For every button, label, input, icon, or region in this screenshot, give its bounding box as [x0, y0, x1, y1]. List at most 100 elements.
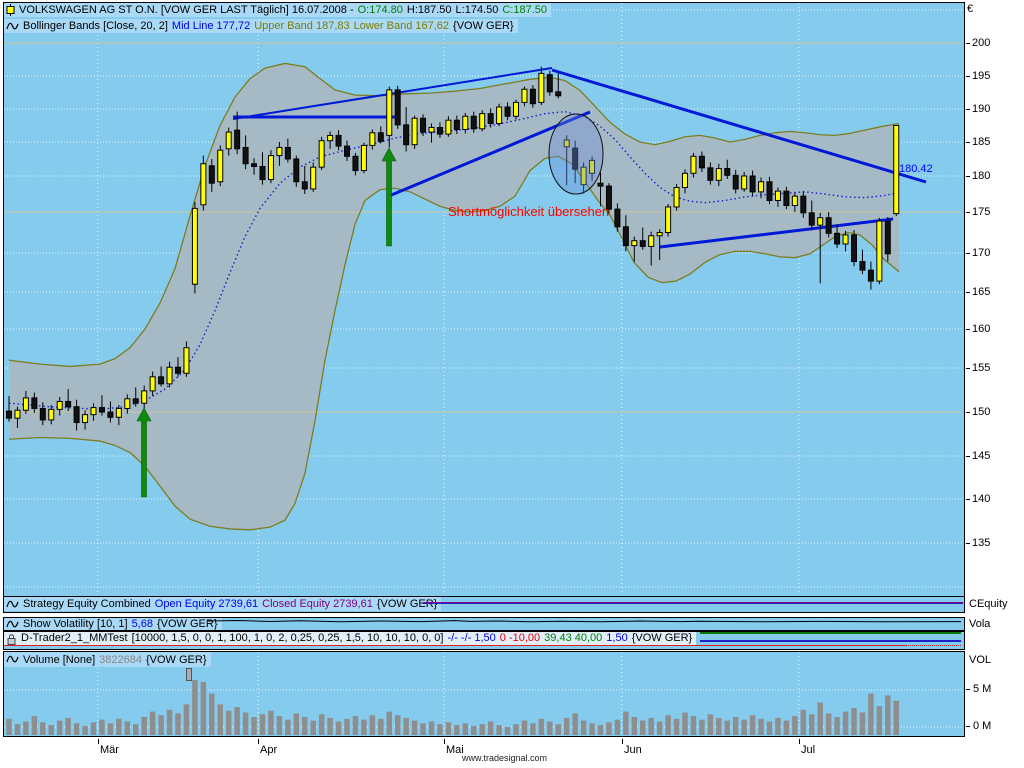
- trendlines[interactable]: [232, 67, 927, 249]
- buy-arrows[interactable]: [136, 147, 397, 498]
- candle[interactable]: [411, 117, 418, 146]
- candle[interactable]: [825, 217, 832, 234]
- candle[interactable]: [682, 172, 688, 189]
- candle[interactable]: [403, 124, 410, 146]
- candle[interactable]: [783, 190, 790, 207]
- volume-bars[interactable]: [6, 680, 899, 735]
- candle[interactable]: [521, 88, 528, 103]
- instrument-title-bar[interactable]: VOLKSWAGEN AG ST O.N. [VOW GER LAST Tägl…: [4, 3, 552, 17]
- candle[interactable]: [225, 131, 232, 150]
- candle[interactable]: [496, 106, 503, 125]
- candle[interactable]: [234, 129, 241, 150]
- candle[interactable]: [589, 159, 596, 174]
- candle[interactable]: [191, 207, 198, 285]
- candle[interactable]: [352, 155, 359, 172]
- candle[interactable]: [741, 175, 748, 190]
- candle[interactable]: [479, 113, 486, 130]
- candle[interactable]: [82, 414, 89, 424]
- candle[interactable]: [124, 398, 131, 409]
- candle[interactable]: [774, 190, 781, 201]
- candle[interactable]: [690, 155, 697, 174]
- bollinger-upper-band[interactable]: [8, 62, 900, 368]
- price-chart-canvas[interactable]: [4, 3, 964, 596]
- candle[interactable]: [631, 240, 638, 247]
- candle[interactable]: [56, 400, 63, 410]
- candle[interactable]: [707, 167, 714, 181]
- candle[interactable]: [614, 208, 621, 228]
- candle[interactable]: [563, 139, 570, 148]
- candle[interactable]: [293, 158, 300, 183]
- candle[interactable]: [318, 140, 325, 168]
- candle[interactable]: [200, 163, 207, 206]
- candle[interactable]: [605, 185, 612, 210]
- candle[interactable]: [73, 406, 80, 424]
- candle[interactable]: [14, 409, 21, 419]
- candle[interactable]: [724, 168, 731, 176]
- candle[interactable]: [65, 400, 72, 408]
- candle[interactable]: [639, 240, 646, 247]
- candle[interactable]: [622, 226, 629, 247]
- dtrader-header-bar[interactable]: D-Trader2_1_MMTest [10000, 1,5, 0, 0, 1,…: [4, 632, 697, 645]
- candle[interactable]: [217, 149, 224, 183]
- candle[interactable]: [360, 144, 367, 172]
- candle[interactable]: [39, 407, 46, 421]
- volume-chart-canvas[interactable]: [4, 652, 964, 736]
- candle[interactable]: [851, 234, 857, 263]
- candle[interactable]: [208, 165, 215, 184]
- candle[interactable]: [31, 397, 38, 409]
- candle[interactable]: [842, 234, 849, 245]
- candle[interactable]: [529, 88, 536, 105]
- candle[interactable]: [884, 220, 891, 255]
- bollinger-header-bar[interactable]: Bollinger Bands [Close, 20, 2] Mid Line …: [4, 19, 518, 33]
- candle[interactable]: [538, 72, 545, 103]
- candle[interactable]: [698, 155, 705, 169]
- candle[interactable]: [327, 134, 334, 142]
- candle[interactable]: [90, 407, 97, 416]
- candle[interactable]: [572, 147, 579, 170]
- panel-drag-handle[interactable]: [186, 668, 192, 681]
- candle[interactable]: [183, 347, 190, 374]
- candle[interactable]: [166, 366, 173, 385]
- candle[interactable]: [377, 132, 384, 142]
- candle[interactable]: [665, 206, 672, 234]
- candle[interactable]: [732, 174, 739, 190]
- candle[interactable]: [673, 187, 680, 208]
- candle[interactable]: [175, 366, 181, 374]
- equity-header-bar[interactable]: Strategy Equity Combined Open Equity 273…: [4, 597, 442, 611]
- candle[interactable]: [834, 232, 841, 245]
- candle[interactable]: [867, 269, 874, 282]
- bollinger-mid-line[interactable]: [8, 110, 900, 411]
- candle[interactable]: [445, 119, 452, 135]
- candle[interactable]: [428, 126, 435, 133]
- candle[interactable]: [648, 235, 655, 247]
- candle[interactable]: [749, 175, 756, 193]
- candle[interactable]: [462, 115, 469, 130]
- ellipse-annotation[interactable]: [548, 113, 604, 195]
- volume-panel[interactable]: [3, 651, 965, 737]
- candle[interactable]: [242, 146, 249, 165]
- candle[interactable]: [876, 220, 883, 282]
- candle[interactable]: [132, 398, 139, 404]
- candle[interactable]: [22, 397, 29, 411]
- candle[interactable]: [893, 125, 900, 215]
- candle[interactable]: [420, 117, 427, 133]
- volatility-header-bar[interactable]: Show Volatility [10, 1] 5,68 {VOW GER}: [4, 618, 222, 630]
- candle[interactable]: [470, 115, 477, 130]
- candle[interactable]: [504, 106, 511, 117]
- bollinger-lower-band[interactable]: [8, 155, 900, 531]
- candle[interactable]: [800, 195, 807, 214]
- candle[interactable]: [715, 168, 722, 181]
- candle[interactable]: [859, 261, 866, 271]
- candle[interactable]: [259, 165, 266, 181]
- candle[interactable]: [115, 407, 122, 418]
- candle[interactable]: [513, 101, 519, 117]
- trendline[interactable]: [232, 67, 553, 120]
- candle[interactable]: [453, 119, 460, 130]
- candle[interactable]: [369, 132, 376, 146]
- candle[interactable]: [284, 146, 291, 160]
- candle[interactable]: [251, 163, 258, 167]
- candle[interactable]: [310, 166, 317, 190]
- candle[interactable]: [386, 89, 393, 136]
- candle[interactable]: [791, 195, 798, 207]
- volume-header-bar[interactable]: Volume [None] 3822684 {VOW GER}: [4, 652, 211, 667]
